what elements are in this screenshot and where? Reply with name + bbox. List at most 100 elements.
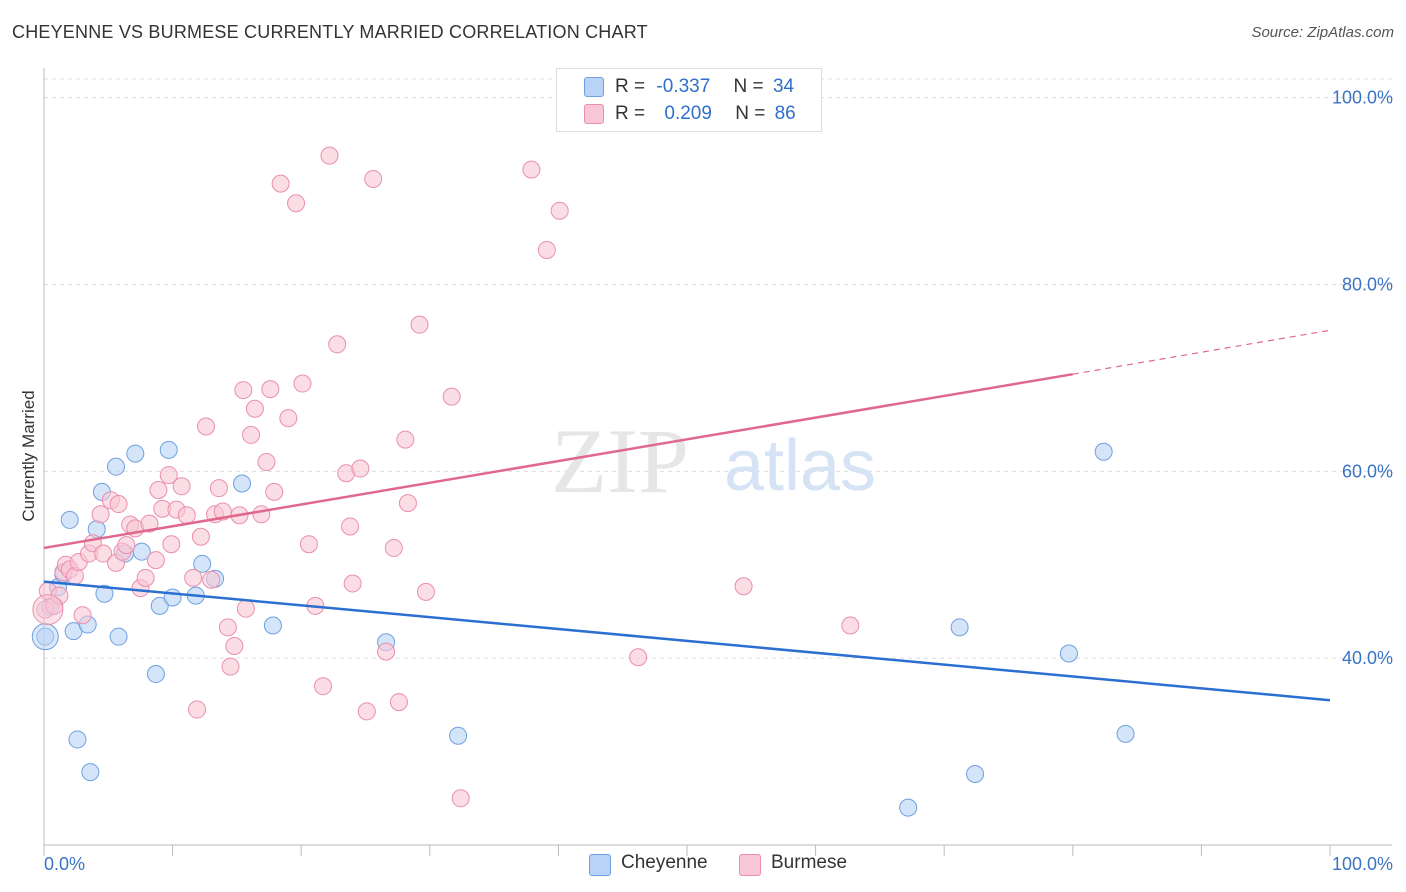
cheyenne-point: [95, 584, 114, 603]
cheyenne-point: [950, 618, 969, 637]
cheyenne-point: [146, 665, 165, 684]
burmese-point: [209, 479, 228, 498]
source-label: Source: ZipAtlas.com: [1251, 24, 1394, 41]
burmese-point: [377, 642, 396, 661]
burmese-point: [343, 574, 362, 593]
cheyenne-point: [31, 623, 59, 651]
burmese-point: [398, 494, 417, 513]
cheyenne-point: [1094, 442, 1113, 461]
burmese-point: [109, 495, 128, 514]
burmese-point: [218, 618, 237, 637]
burmese-point: [236, 599, 255, 618]
burmese-point: [225, 637, 244, 656]
cheyenne-point: [159, 440, 178, 459]
cheyenne-point: [233, 474, 252, 493]
burmese-point: [351, 459, 370, 478]
watermark-atlas: atlas: [724, 426, 876, 506]
burmese-point: [136, 568, 155, 587]
burmese-point: [191, 527, 210, 546]
cheyenne-point: [107, 457, 126, 476]
bottom-legend-swatch-burmese: [739, 854, 761, 876]
legend-n-value-cheyenne: 34: [772, 76, 795, 97]
burmese-point: [410, 315, 429, 334]
burmese-point: [341, 517, 360, 536]
x-tick-label-max: 100.0%: [1332, 854, 1393, 874]
legend-n-label: N =: [733, 76, 764, 97]
burmese-point: [140, 514, 159, 533]
cheyenne-point: [966, 765, 985, 784]
burmese-point: [271, 174, 290, 193]
burmese-point: [94, 544, 113, 563]
cheyenne-point: [68, 730, 87, 749]
cheyenne-point: [60, 510, 79, 529]
cheyenne-point: [899, 798, 918, 817]
legend-n-value-burmese: 86: [774, 103, 796, 124]
cheyenne-point: [126, 444, 145, 463]
burmese-point: [299, 535, 318, 554]
y-axis-title: Currently Married: [19, 390, 38, 521]
burmese-point: [629, 648, 648, 667]
burmese-point: [172, 477, 191, 496]
burmese-point: [841, 616, 860, 635]
cheyenne-point: [150, 596, 169, 615]
legend-r-label: R =: [615, 76, 646, 97]
burmese-point: [522, 160, 541, 179]
burmese-point: [146, 551, 165, 570]
bottom-legend-label-burmese: Burmese: [771, 852, 848, 873]
burmese-point: [149, 481, 168, 500]
legend-swatch-burmese: [584, 104, 604, 124]
burmese-point: [213, 502, 232, 521]
burmese-point: [442, 387, 461, 406]
burmese-point: [314, 677, 333, 696]
cheyenne-trend-line: [43, 580, 1331, 702]
legend-r-value-cheyenne: -0.337: [656, 76, 711, 97]
cheyenne-point: [449, 726, 468, 745]
y-tick-label: 80.0%: [1342, 275, 1393, 295]
axis-layer: 40.0% 60.0% 80.0% 100.0%: [43, 68, 1393, 856]
burmese-point: [265, 482, 284, 501]
correlation-legend: R = -0.337 N = 34 R = 0.209 N = 86: [556, 68, 822, 132]
burmese-point: [261, 380, 280, 399]
burmese-point: [293, 374, 312, 393]
burmese-point: [252, 505, 271, 524]
legend-row-burmese: R = 0.209 N = 86: [557, 101, 821, 127]
burmese-point: [416, 582, 435, 601]
burmese-point: [159, 466, 178, 485]
burmese-trend-extension: [1072, 329, 1331, 375]
burmese-point: [234, 381, 253, 400]
burmese-point: [162, 535, 181, 554]
burmese-point: [245, 399, 264, 418]
bottom-legend-label-cheyenne: Cheyenne: [621, 852, 708, 873]
burmese-point: [364, 169, 383, 188]
watermark-zip: ZIP: [551, 410, 689, 512]
legend-r-label: R =: [615, 103, 646, 124]
y-tick-label: 60.0%: [1342, 461, 1393, 481]
burmese-point: [184, 568, 203, 587]
cheyenne-point: [1059, 644, 1078, 663]
chart-title: CHEYENNE VS BURMESE CURRENTLY MARRIED CO…: [12, 22, 648, 42]
legend-row-cheyenne: R = -0.337 N = 34: [557, 74, 821, 100]
burmese-point: [279, 409, 298, 428]
burmese-point: [320, 146, 339, 165]
trend-layer: [43, 329, 1331, 702]
legend-swatch-cheyenne: [584, 77, 604, 97]
cheyenne-point: [109, 627, 128, 646]
bottom-legend-swatch-cheyenne: [589, 854, 611, 876]
burmese-point: [73, 606, 92, 625]
burmese-point: [202, 570, 221, 589]
burmese-point: [451, 789, 470, 808]
burmese-point: [91, 505, 110, 524]
burmese-point: [221, 657, 240, 676]
cheyenne-point: [81, 763, 100, 782]
burmese-point: [197, 417, 216, 436]
burmese-point: [242, 425, 261, 444]
legend-n-label: N =: [735, 103, 766, 124]
burmese-point: [188, 700, 207, 719]
cheyenne-point: [193, 554, 212, 573]
watermark: ZIP atlas: [551, 410, 876, 512]
cheyenne-point: [163, 588, 182, 607]
burmese-point: [177, 506, 196, 525]
y-tick-label: 40.0%: [1342, 648, 1393, 668]
burmese-point: [257, 453, 276, 471]
points-layer: [31, 146, 1135, 817]
